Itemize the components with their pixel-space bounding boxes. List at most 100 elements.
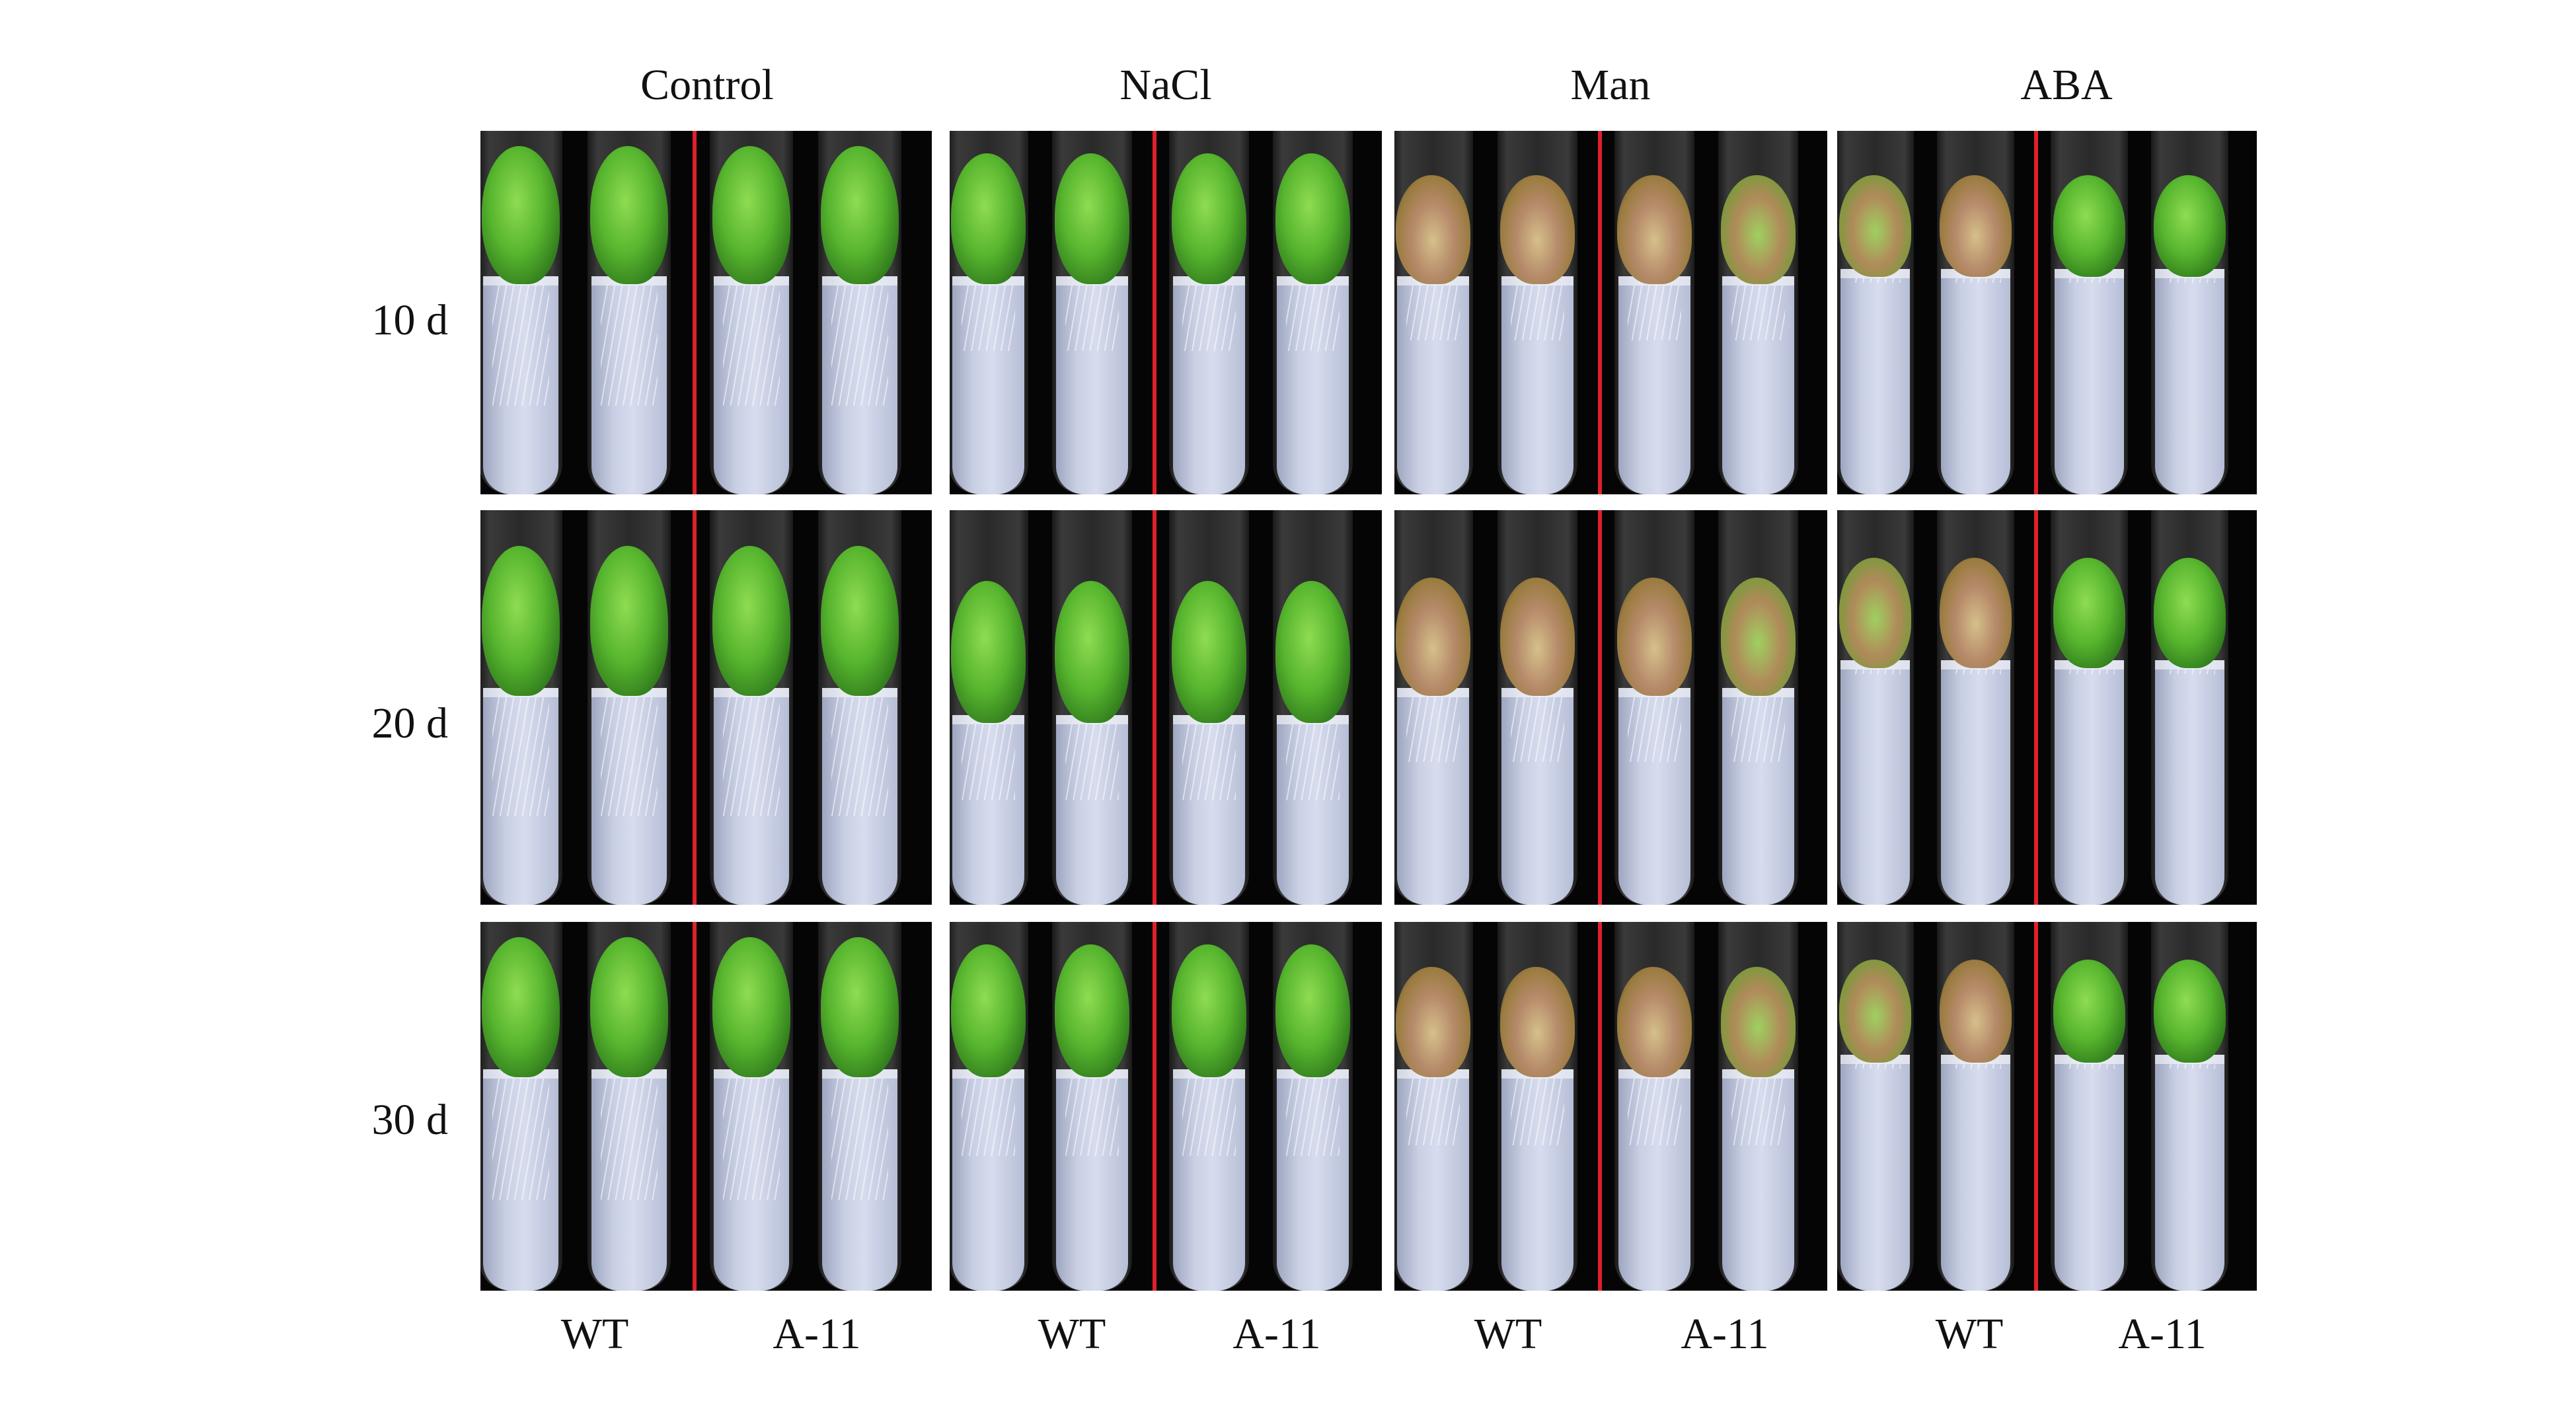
- genotype-divider: [693, 510, 697, 905]
- roots: [831, 697, 888, 816]
- growth-medium: [1618, 688, 1690, 905]
- culture-tube: [1169, 922, 1249, 1291]
- roots: [1850, 278, 1901, 283]
- roots: [831, 1079, 888, 1200]
- growth-medium: [1941, 269, 2010, 494]
- roots: [723, 1079, 780, 1200]
- culture-tube: [1937, 131, 2014, 494]
- seedling: [2053, 960, 2125, 1063]
- growth-medium: [1941, 660, 2010, 905]
- roots: [723, 285, 780, 406]
- genotype-label-a11: A-11: [1681, 1310, 1769, 1358]
- culture-tube: [480, 922, 562, 1291]
- growth-medium: [952, 276, 1024, 494]
- roots: [962, 724, 1015, 800]
- roots: [1511, 285, 1564, 340]
- row-label-10d: 10 d: [371, 296, 449, 344]
- photo-panel-control-20d: [480, 510, 932, 905]
- seedling: [1500, 967, 1575, 1077]
- genotype-label-wt: WT: [1935, 1310, 2004, 1358]
- seedling: [1275, 944, 1350, 1077]
- seedling: [1617, 967, 1692, 1077]
- seedling: [1172, 581, 1246, 723]
- culture-tube: [1614, 510, 1694, 905]
- photo-panel-nacl-10d: [950, 131, 1382, 494]
- genotype-divider: [2034, 131, 2038, 494]
- growth-medium: [1722, 688, 1794, 905]
- growth-medium: [1056, 1069, 1128, 1291]
- seedling: [2154, 558, 2226, 668]
- roots: [723, 697, 780, 816]
- culture-tube: [950, 510, 1028, 905]
- seedling: [590, 937, 668, 1077]
- culture-tube: [1718, 510, 1798, 905]
- row-label-20d: 20 d: [371, 699, 449, 747]
- culture-tube: [1497, 922, 1577, 1291]
- growth-medium: [483, 688, 558, 905]
- row-label-30d: 30 d: [371, 1096, 449, 1144]
- culture-tube: [2051, 922, 2128, 1291]
- culture-tube: [1837, 510, 1914, 905]
- roots: [1628, 697, 1681, 762]
- seedling: [1839, 960, 1911, 1063]
- photo-panel-aba-20d: [1837, 510, 2257, 905]
- culture-tube: [1052, 510, 1132, 905]
- roots: [2064, 278, 2115, 283]
- seedling: [1396, 967, 1470, 1077]
- photo-panel-control-10d: [480, 131, 932, 494]
- growth-medium: [2055, 660, 2124, 905]
- roots: [1628, 285, 1681, 340]
- culture-tube: [818, 922, 901, 1291]
- roots: [1950, 1064, 2001, 1069]
- culture-tube: [1497, 510, 1577, 905]
- growth-medium: [714, 1069, 789, 1291]
- photo-panel-aba-30d: [1837, 922, 2257, 1291]
- seedling: [1617, 175, 1692, 284]
- roots: [1511, 697, 1564, 762]
- roots: [1731, 697, 1785, 762]
- culture-tube: [1394, 131, 1473, 494]
- genotype-label-wt: WT: [1038, 1310, 1106, 1358]
- seedling: [1940, 175, 2012, 277]
- genotype-divider: [1598, 510, 1602, 905]
- growth-medium: [822, 276, 897, 494]
- culture-tube: [818, 131, 901, 494]
- growth-medium: [1397, 688, 1469, 905]
- seedling: [1617, 578, 1692, 696]
- seedling: [1721, 578, 1796, 696]
- seedling: [712, 546, 790, 696]
- roots: [1406, 697, 1460, 762]
- genotype-label-a11: A-11: [773, 1310, 861, 1358]
- roots: [2164, 278, 2215, 283]
- culture-tube: [1273, 510, 1353, 905]
- culture-tube: [480, 131, 562, 494]
- growth-medium: [1277, 276, 1349, 494]
- roots: [962, 1079, 1015, 1156]
- seedling: [482, 546, 560, 696]
- genotype-divider: [693, 922, 697, 1291]
- culture-tube: [1937, 510, 2014, 905]
- culture-tube: [587, 510, 671, 905]
- culture-tube: [2151, 131, 2228, 494]
- genotype-divider: [693, 131, 697, 494]
- roots: [601, 1079, 658, 1200]
- genotype-divider: [1153, 510, 1156, 905]
- seedling: [712, 937, 790, 1077]
- column-label-control: Control: [640, 61, 774, 109]
- roots: [1950, 278, 2001, 283]
- genotype-divider: [1598, 131, 1602, 494]
- seedling: [1275, 153, 1350, 284]
- culture-tube: [1718, 922, 1798, 1291]
- roots: [1065, 724, 1119, 800]
- seedling: [1055, 153, 1129, 284]
- growth-medium: [952, 715, 1024, 905]
- roots: [1286, 1079, 1340, 1156]
- seedling: [1721, 175, 1796, 284]
- growth-medium: [1277, 1069, 1349, 1291]
- growth-medium: [1840, 269, 1910, 494]
- seedling: [1172, 153, 1246, 284]
- growth-medium: [1722, 1069, 1794, 1291]
- seedling: [590, 146, 668, 284]
- seedling: [1839, 558, 1911, 668]
- seedling: [2154, 175, 2226, 277]
